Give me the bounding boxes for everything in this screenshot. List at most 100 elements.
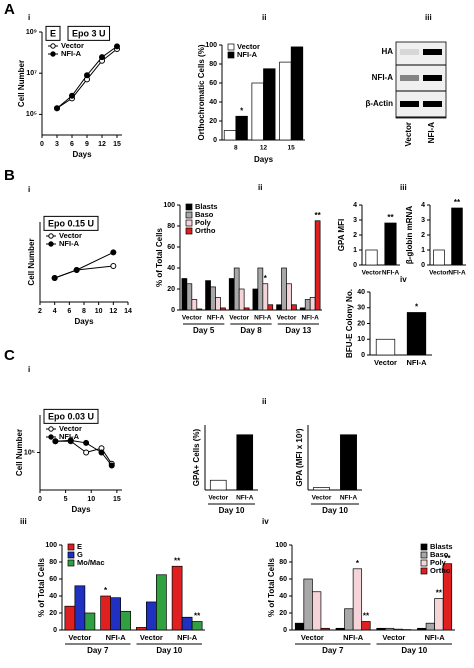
tag-box [43, 215, 99, 231]
legend-swatch [227, 43, 235, 51]
significance: ** [315, 211, 322, 220]
legend-marker [48, 241, 54, 247]
bar [281, 267, 287, 311]
band [423, 75, 442, 81]
group-label: Day 7 [322, 646, 344, 655]
y-axis-label: % of Total Cells [267, 557, 276, 617]
x-tick-label: 5 [64, 496, 68, 503]
subpanel-label: ii [258, 183, 262, 192]
x-axis-label: Days [74, 317, 94, 326]
y-axis-label: GPA+ Cells (%) [192, 428, 201, 486]
bar [74, 585, 86, 631]
x-tick-label: NFI-A [301, 315, 319, 322]
y-tick-label: 0 [53, 627, 57, 634]
significance: * [415, 303, 419, 312]
x-tick-label: 6 [70, 141, 74, 148]
point [83, 449, 90, 456]
bar [196, 308, 203, 311]
y-axis-label: Orthochromatic Cells (%) [197, 44, 206, 140]
point [114, 43, 120, 50]
y-tick-label: 10⁷ [26, 70, 37, 77]
bar [251, 82, 264, 141]
y-tick-label: 0 [353, 262, 357, 269]
x-tick-label: 12 [109, 308, 117, 315]
point [54, 105, 60, 112]
legend-label: NFI-A [59, 432, 80, 441]
y-tick-label: 0 [213, 137, 217, 144]
point [67, 437, 74, 444]
group-label: Day 5 [193, 326, 215, 335]
x-tick-label: 6 [67, 308, 71, 315]
significance: ** [436, 589, 443, 598]
bar [286, 283, 292, 311]
y-tick-label: 80 [209, 61, 217, 68]
bar [262, 283, 269, 311]
x-tick-label: 9 [85, 141, 89, 148]
x-tick-label: NFI-A [343, 633, 364, 642]
legend-label: E [77, 542, 82, 551]
y-tick-label: 40 [279, 593, 287, 600]
subpanel-label: iii [425, 13, 432, 22]
bar [313, 487, 330, 491]
y-tick-label: 40 [167, 265, 175, 272]
panel-letter: C [4, 347, 15, 364]
y-tick-label: 4 [353, 202, 357, 209]
bar [257, 267, 264, 311]
x-tick-label: 0 [38, 496, 42, 503]
y-tick-label: 20 [167, 286, 175, 293]
x-tick-label: 14 [124, 308, 132, 315]
point [69, 92, 75, 99]
point [52, 438, 59, 445]
x-tick-label: NFI-A [425, 633, 446, 642]
subpanel-label: i [28, 365, 30, 374]
point [83, 439, 90, 446]
legend-marker [48, 434, 54, 440]
significance: ** [454, 198, 461, 207]
bar [314, 220, 321, 311]
bar [290, 46, 304, 141]
bar [406, 312, 427, 356]
x-tick-label: 2 [38, 308, 42, 315]
x-tick-label: Vector [229, 315, 249, 322]
bar [210, 286, 216, 311]
legend-label: G [77, 550, 83, 559]
legend-label: Baso [430, 550, 449, 559]
bar [64, 605, 76, 631]
y-tick-label: 100 [205, 42, 217, 49]
x-tick-label: 12 [260, 145, 268, 152]
bar [340, 434, 357, 491]
y-tick-label: 60 [279, 576, 287, 583]
y-axis-label: Cell Number [15, 429, 24, 476]
y-tick-label: 0 [361, 352, 365, 359]
series-line [54, 265, 114, 279]
legend-swatch [67, 559, 75, 567]
x-tick-label: NFI-A [177, 633, 198, 642]
x-tick-label: NFI-A [236, 495, 254, 502]
y-tick-label: 100 [275, 542, 287, 549]
legend-swatch [67, 543, 75, 551]
blot-row-label: β-Actin [365, 99, 393, 108]
bar [365, 249, 378, 266]
subpanel-label: iii [20, 517, 27, 526]
y-tick-label: 0 [171, 307, 175, 314]
legend-label: Blasts [430, 542, 453, 551]
legend-label: Ortho [195, 226, 216, 235]
x-tick-label: NFI-A [106, 633, 127, 642]
x-tick-label: Vector [312, 495, 332, 502]
bar [228, 278, 235, 311]
bar [376, 627, 386, 631]
x-tick-label: 10 [95, 308, 103, 315]
x-tick-label: 4 [53, 308, 57, 315]
legend-label: Vector [237, 42, 260, 51]
legend-swatch [420, 559, 428, 567]
x-tick-label: Vector [301, 633, 324, 642]
x-tick-label: 3 [55, 141, 59, 148]
y-tick-label: 60 [49, 576, 57, 583]
bar [156, 574, 167, 631]
band [400, 101, 419, 107]
x-tick-label: Vector [362, 270, 382, 277]
legend-label: NFI-A [237, 50, 258, 59]
legend-label: Vector [59, 231, 82, 240]
significance: * [240, 106, 244, 115]
y-tick-label: 20 [209, 118, 217, 125]
